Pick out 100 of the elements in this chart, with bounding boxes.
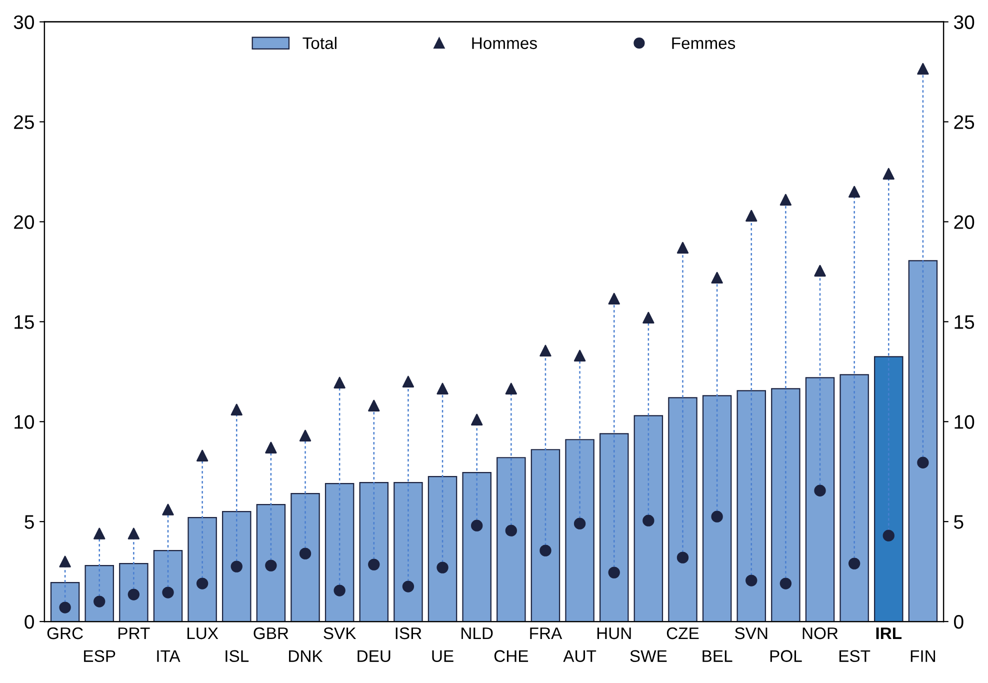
point <box>402 376 414 388</box>
bar <box>668 397 698 622</box>
bar <box>736 390 766 622</box>
point <box>882 168 894 180</box>
bar <box>290 493 320 622</box>
point <box>196 578 208 590</box>
point <box>848 558 860 570</box>
bar <box>805 377 835 622</box>
y2-tick-label: 20 <box>954 215 974 229</box>
y2-tick-label: 5 <box>954 515 964 529</box>
bar <box>394 482 423 622</box>
x-tick-label: ISR <box>396 627 422 640</box>
point <box>746 574 758 586</box>
point <box>917 62 929 75</box>
bar <box>324 483 354 622</box>
x-tick-label: DNK <box>289 650 323 662</box>
point <box>676 242 689 254</box>
x-tick-label: ISL <box>226 650 249 662</box>
point <box>780 578 792 590</box>
y-tick-label: 30 <box>14 15 34 30</box>
y-tick-label: 25 <box>14 115 34 130</box>
point <box>128 588 140 600</box>
point <box>230 404 242 416</box>
x-tick-label: FRA <box>530 628 562 640</box>
bar <box>84 565 114 622</box>
y-tick-label: 20 <box>14 215 34 229</box>
x-tick-label: PRT <box>118 628 150 640</box>
point <box>436 382 448 394</box>
y-tick-label: 15 <box>14 315 34 329</box>
point <box>814 264 826 277</box>
point <box>94 528 106 540</box>
point <box>436 562 448 574</box>
x-tick-label: SWE <box>630 650 667 662</box>
bar <box>496 457 526 622</box>
bar <box>153 550 183 622</box>
point <box>59 556 71 568</box>
point <box>334 584 346 596</box>
x-tick-label: SVK <box>324 627 356 640</box>
x-tick-label: UE <box>432 650 454 662</box>
point <box>574 350 586 362</box>
bar <box>530 449 560 622</box>
bar <box>908 260 938 622</box>
point <box>162 504 174 516</box>
point <box>848 186 860 198</box>
bar <box>634 415 664 622</box>
bar <box>771 388 800 622</box>
bar <box>359 482 389 622</box>
point <box>505 524 518 536</box>
point <box>299 548 312 560</box>
point <box>470 414 483 426</box>
x-tick-label: NLD <box>462 628 493 640</box>
point <box>505 382 518 394</box>
y2-tick-label: 15 <box>954 315 974 329</box>
point <box>642 514 654 526</box>
point <box>368 400 380 412</box>
y-tick-label: 5 <box>24 515 34 529</box>
y2-tick-label: 0 <box>954 615 964 629</box>
y-tick-label: 10 <box>14 415 34 429</box>
point <box>746 210 758 222</box>
bar <box>565 439 594 622</box>
point <box>196 450 208 462</box>
point <box>882 530 894 542</box>
x-tick-label: CHE <box>494 650 528 662</box>
point <box>540 544 552 556</box>
x-tick-label: HUN <box>597 628 631 640</box>
point <box>299 430 312 442</box>
point <box>608 292 620 305</box>
bar <box>256 504 286 622</box>
point <box>711 272 723 284</box>
point <box>230 560 242 572</box>
x-tick-label: GRC <box>47 627 83 640</box>
x-tick-label: DEU <box>358 650 390 662</box>
point <box>711 510 723 522</box>
x-tick-label: NOR <box>802 627 838 640</box>
point <box>265 442 277 454</box>
x-tick-label: LUX <box>187 628 218 640</box>
legend-label: Total <box>302 36 336 50</box>
point <box>917 456 929 468</box>
point <box>128 528 140 540</box>
bar <box>222 511 252 622</box>
x-tick-label: SVN <box>734 627 768 640</box>
y2-tick-label: 25 <box>954 115 974 130</box>
bar <box>428 476 458 622</box>
point <box>642 312 654 324</box>
point <box>574 518 586 530</box>
point <box>265 560 277 572</box>
x-tick-label: IRL <box>876 628 902 640</box>
x-tick-label: EST <box>839 650 870 662</box>
bar <box>702 395 732 622</box>
bar <box>188 517 217 622</box>
point <box>94 596 106 608</box>
x-tick-label: BEL <box>702 650 732 662</box>
legend-label: Femmes <box>672 37 736 50</box>
x-tick-label: POL <box>770 650 802 662</box>
bar <box>840 374 869 622</box>
y-tick-label: 0 <box>24 615 34 629</box>
x-tick-label: GBR <box>254 627 288 640</box>
x-tick-label: AUT <box>563 650 596 662</box>
bar <box>874 356 904 622</box>
x-tick-label: ITA <box>157 650 180 662</box>
